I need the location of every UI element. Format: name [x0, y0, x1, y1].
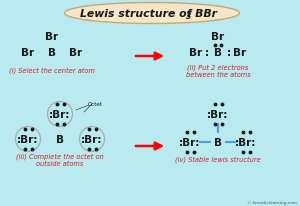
- Ellipse shape: [64, 4, 239, 24]
- Text: :Br:: :Br:: [17, 134, 39, 144]
- Text: Octet: Octet: [88, 101, 103, 106]
- Text: B: B: [48, 48, 56, 58]
- Text: :Br:: :Br:: [235, 137, 257, 147]
- Text: Br: Br: [21, 48, 34, 58]
- Text: (iii) Complete the octet on
outside atoms: (iii) Complete the octet on outside atom…: [16, 152, 104, 166]
- Text: Br: Br: [189, 48, 203, 58]
- Text: :Br:: :Br:: [49, 109, 71, 119]
- Text: :Br:: :Br:: [81, 134, 103, 144]
- Text: (ii) Put 2 electrons
between the atoms: (ii) Put 2 electrons between the atoms: [186, 64, 250, 77]
- Text: :Br:: :Br:: [179, 137, 201, 147]
- Text: Br: Br: [45, 32, 58, 42]
- Text: :: :: [227, 48, 231, 58]
- Text: (i) Select the center atom: (i) Select the center atom: [9, 67, 95, 74]
- Text: :: :: [205, 48, 209, 58]
- Text: :Br:: :Br:: [207, 109, 229, 119]
- Text: B: B: [56, 134, 64, 144]
- Text: Br: Br: [69, 48, 82, 58]
- Text: Br: Br: [233, 48, 247, 58]
- Text: (iv) Stable lewis structure: (iv) Stable lewis structure: [175, 156, 261, 163]
- Text: © knordislearning.com: © knordislearning.com: [247, 200, 297, 204]
- Text: 3: 3: [186, 12, 192, 21]
- Text: B: B: [214, 48, 222, 58]
- Text: Br: Br: [212, 32, 225, 42]
- Text: B: B: [214, 137, 222, 147]
- Text: Lewis structure of BBr: Lewis structure of BBr: [80, 9, 217, 19]
